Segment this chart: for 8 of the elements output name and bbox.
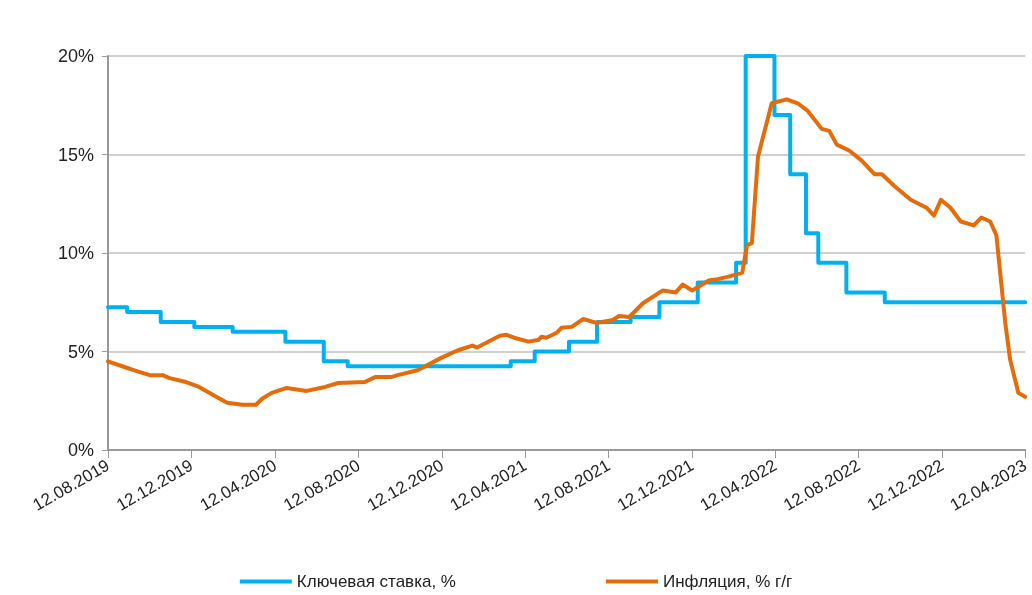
legend-label: Инфляция, % г/г <box>662 572 793 591</box>
y-tick-label: 10% <box>57 243 94 263</box>
y-tick-label: 0% <box>67 440 94 460</box>
y-tick-label: 20% <box>57 46 94 66</box>
line-series <box>106 97 1028 407</box>
legend-label: Ключевая ставка, % <box>296 572 456 591</box>
y-tick-label: 5% <box>67 341 94 362</box>
y-tick-label: 15% <box>57 144 94 165</box>
